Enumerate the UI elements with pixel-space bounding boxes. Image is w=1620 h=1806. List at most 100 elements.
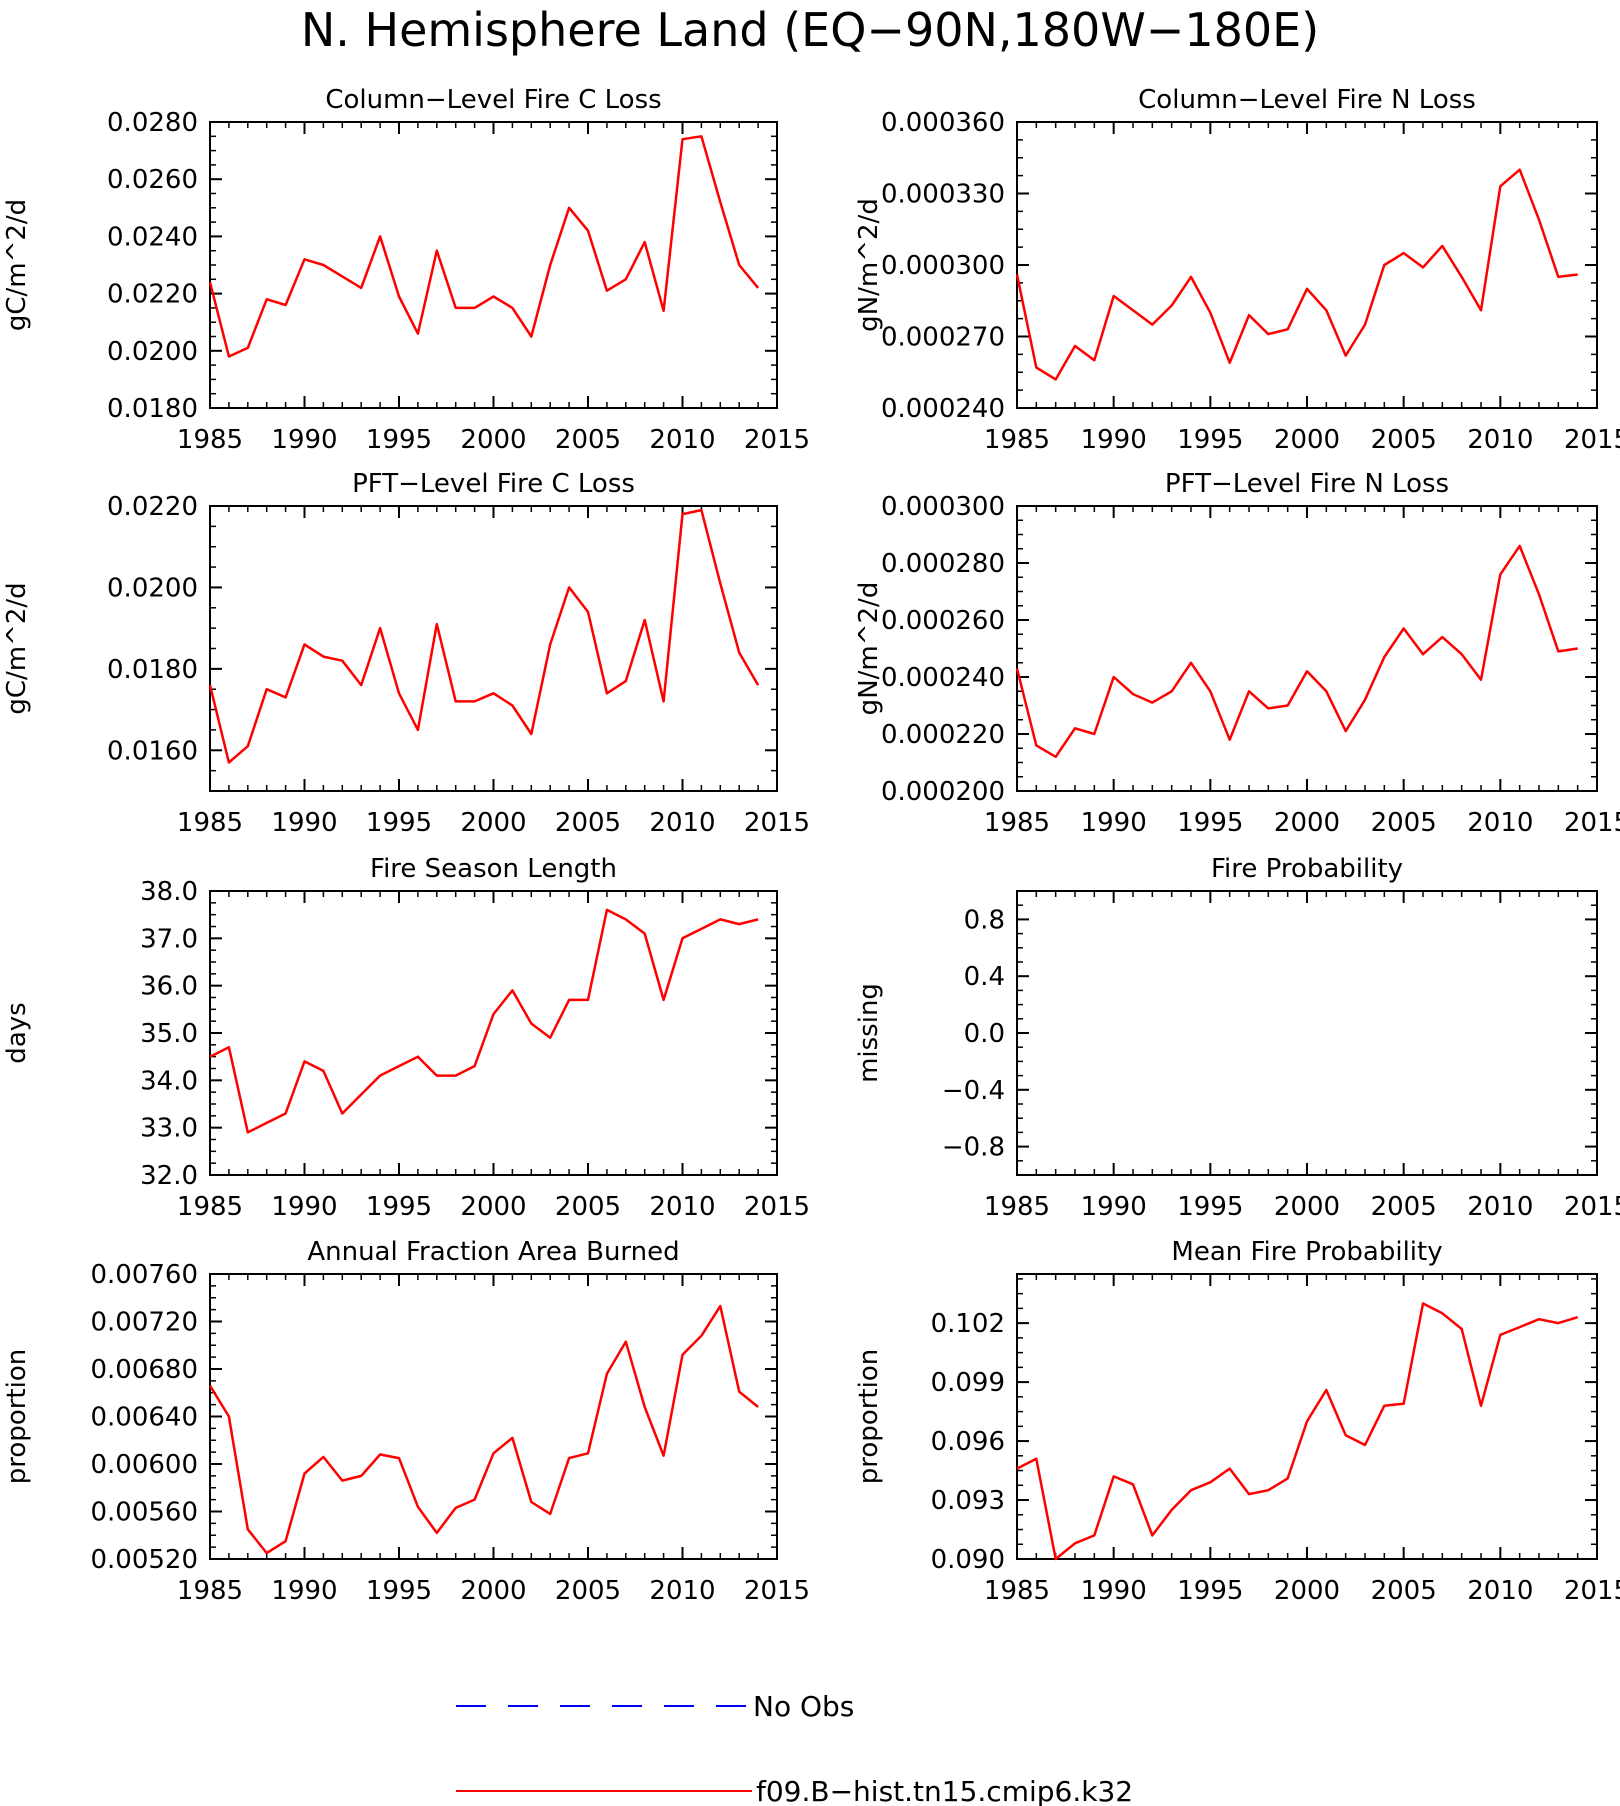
x-tick-label: 2010 (1467, 808, 1533, 838)
y-tick-label: 38.0 (140, 877, 198, 907)
panel-3: 1985 1990 1995 2000 2005 2010 2015 0.0160 0.0180… (2, 469, 810, 838)
series-line (208, 135, 760, 358)
y-tick-label: 0.0200 (107, 337, 198, 367)
y-tick-label: 37.0 (140, 924, 198, 954)
y-tick-label: 0.000360 (881, 108, 1005, 138)
y-tick-label: 0.8 (964, 905, 1005, 935)
y-axis-label: gC/m^2/d (2, 582, 32, 714)
panel-8: 1985 1990 1995 2000 2005 2010 2015 0.090 0.093 0.… (854, 1237, 1620, 1606)
x-tick-label: 2000 (1274, 425, 1340, 455)
y-tick-label: 0.000260 (881, 606, 1005, 636)
x-tick-label: 1995 (366, 1192, 432, 1222)
series-line (1015, 544, 1578, 759)
x-tick-label: 2015 (1564, 425, 1620, 455)
panel-title: PFT−Level Fire N Loss (1165, 469, 1449, 499)
x-tick-label: 1985 (984, 425, 1050, 455)
y-tick-label: 0.000200 (881, 777, 1005, 807)
x-tick-label: 2010 (1467, 425, 1533, 455)
figure-title: N. Hemisphere Land (EQ−90N,180W−180E) (301, 3, 1319, 57)
x-tick-label: 2015 (744, 1576, 810, 1606)
x-tick-label: 1990 (1081, 425, 1147, 455)
y-tick-label: 35.0 (140, 1019, 198, 1049)
y-tick-label: 33.0 (140, 1114, 198, 1144)
x-tick-label: 2005 (1371, 808, 1437, 838)
y-tick-label: 0.000240 (881, 394, 1005, 424)
series-line (208, 1304, 759, 1555)
x-tick-label: 2005 (555, 425, 621, 455)
y-tick-label: 0.096 (931, 1427, 1005, 1457)
y-tick-label: −0.8 (942, 1133, 1005, 1163)
panel-title: Annual Fraction Area Burned (307, 1237, 679, 1267)
plot-frame (1016, 890, 1598, 1176)
x-tick-label: 1995 (366, 425, 432, 455)
y-tick-label: 36.0 (140, 972, 198, 1002)
y-tick-label: 0.000240 (881, 663, 1005, 693)
y-tick-label: 0.4 (964, 962, 1005, 992)
y-tick-label: 0.0260 (107, 165, 198, 195)
y-tick-label: 0.00560 (90, 1498, 198, 1528)
x-tick-label: 2000 (460, 1576, 526, 1606)
x-tick-label: 2015 (1564, 1192, 1620, 1222)
panel-1: 1985 1990 1995 2000 2005 2010 2015 0.0180 0.0200… (2, 85, 810, 455)
y-tick-label: 0.00680 (90, 1355, 198, 1385)
y-tick-label: 34.0 (140, 1066, 198, 1096)
y-tick-label: 0.102 (931, 1309, 1005, 1339)
panel-6: 1985 1990 1995 2000 2005 2010 2015 −0.8 −0.4 0.0 0… (854, 854, 1620, 1222)
plot-frame (1016, 121, 1598, 409)
y-tick-label: 0.0200 (107, 573, 198, 603)
x-tick-label: 2015 (1564, 1576, 1620, 1606)
panels: 1985 1990 1995 2000 2005 2010 20150.01800.0200… (2, 85, 1620, 1606)
x-tick-label: 1990 (271, 808, 337, 838)
y-tick-label: 0.093 (931, 1486, 1005, 1516)
x-tick-label: 1985 (984, 808, 1050, 838)
y-axis-label: gN/m^2/d (854, 198, 884, 332)
y-tick-label: 0.0280 (107, 108, 198, 138)
panel-7: 1985 1990 1995 2000 2005 2010 2015 0.00520 0.005… (2, 1237, 810, 1606)
y-tick-label: 0.0 (964, 1019, 1005, 1049)
panel-4: 1985 1990 1995 2000 2005 2010 2015 0.000200 0.00… (854, 469, 1620, 838)
x-tick-label: 1985 (177, 808, 243, 838)
panel-title: Column−Level Fire N Loss (1138, 85, 1476, 115)
y-tick-label: 0.000280 (881, 549, 1005, 579)
series-line (208, 508, 760, 764)
panel-title: Fire Season Length (370, 854, 617, 884)
y-axis-label: gN/m^2/d (854, 582, 884, 716)
plot-frame (209, 121, 778, 409)
x-tick-label: 2000 (460, 1192, 526, 1222)
x-tick-label: 1985 (177, 1192, 243, 1222)
plot-frame (1016, 505, 1598, 792)
plot-frame (209, 505, 778, 792)
x-tick-label: 2015 (744, 425, 810, 455)
y-tick-label: 0.0240 (107, 222, 198, 252)
x-tick-label: 2005 (1371, 1192, 1437, 1222)
plot-frame (209, 1273, 778, 1560)
x-tick-label: 1985 (984, 1576, 1050, 1606)
legend-model-label: f09.B−hist.tn15.cmip6.k32 (756, 1775, 1133, 1806)
y-axis-label: days (2, 1002, 32, 1063)
x-tick-label: 2015 (1564, 808, 1620, 838)
y-tick-label: 0.000270 (881, 323, 1005, 353)
y-tick-label: 0.000300 (881, 492, 1005, 522)
panel-title: PFT−Level Fire C Loss (352, 469, 635, 499)
panel-title: Fire Probability (1211, 854, 1403, 884)
x-tick-label: 2010 (649, 1576, 715, 1606)
panel-title: Mean Fire Probability (1171, 1237, 1442, 1267)
x-tick-label: 1985 (984, 1192, 1050, 1222)
y-tick-label: 0.000220 (881, 720, 1005, 750)
x-tick-label: 2005 (1371, 1576, 1437, 1606)
y-tick-label: 0.0180 (107, 655, 198, 685)
x-tick-label: 2010 (1467, 1192, 1533, 1222)
x-tick-label: 1995 (1177, 425, 1243, 455)
series-line (1016, 1302, 1579, 1561)
y-tick-label: 0.090 (931, 1545, 1005, 1575)
y-tick-label: 0.0220 (107, 492, 198, 522)
x-tick-label: 1990 (1081, 808, 1147, 838)
panel-2: 1985 1990 1995 2000 2005 2010 2015 0.000240 0.00… (854, 85, 1620, 455)
x-tick-label: 1995 (1177, 808, 1243, 838)
plot-frame (1016, 1273, 1598, 1560)
x-tick-label: 1990 (271, 1192, 337, 1222)
x-tick-label: 1995 (1177, 1192, 1243, 1222)
panel-title: Column−Level Fire C Loss (325, 85, 661, 115)
y-tick-label: 0.099 (931, 1368, 1005, 1398)
x-tick-label: 2015 (744, 808, 810, 838)
